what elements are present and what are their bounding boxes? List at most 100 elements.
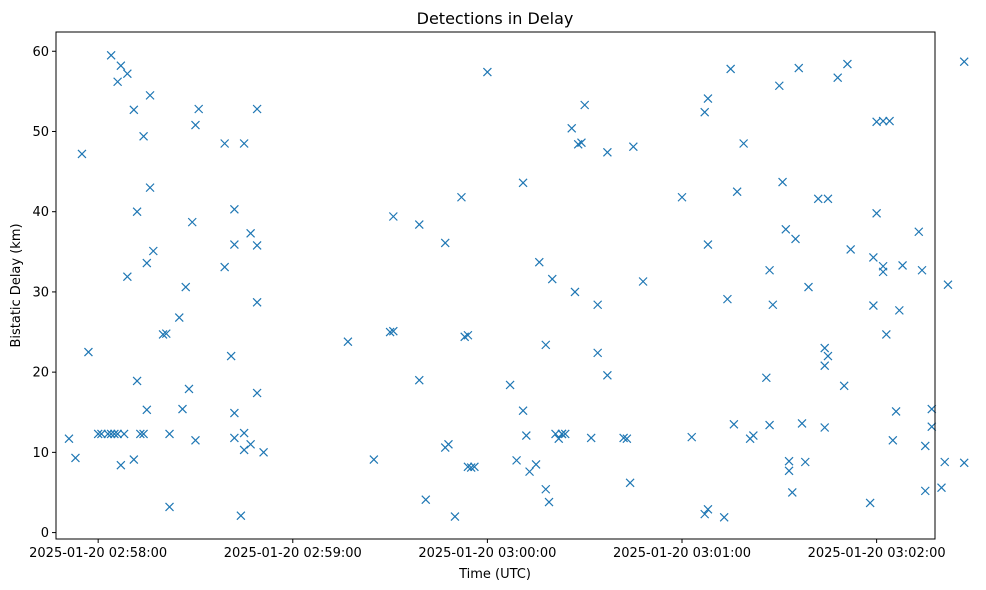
data-point <box>252 388 262 398</box>
data-point <box>220 139 230 148</box>
data-point <box>119 429 129 439</box>
data-point <box>191 435 200 445</box>
data-point <box>226 351 236 361</box>
data-point <box>113 77 123 87</box>
data-point <box>181 282 191 292</box>
data-point <box>187 217 197 227</box>
data-point <box>220 262 230 272</box>
data-point <box>920 486 930 496</box>
data-point <box>748 431 758 440</box>
data-point <box>794 63 804 73</box>
data-point <box>450 512 460 521</box>
data-point <box>732 187 742 197</box>
data-point <box>823 351 833 361</box>
data-point <box>765 265 775 275</box>
y-tick-label: 0 <box>41 526 49 541</box>
x-tick-label: 2025-01-20 03:00:00 <box>418 546 556 561</box>
data-point <box>881 330 891 339</box>
data-point <box>781 224 791 234</box>
data-point <box>839 381 849 391</box>
data-point <box>518 406 528 416</box>
x-tick-label: 2025-01-20 03:01:00 <box>613 546 751 561</box>
data-point <box>229 204 239 214</box>
data-point <box>865 498 875 508</box>
data-point <box>878 261 888 271</box>
data-point <box>784 456 794 466</box>
data-point <box>174 313 184 323</box>
data-point <box>106 429 116 439</box>
data-point <box>239 139 249 148</box>
data-point <box>103 429 113 439</box>
data-point <box>820 343 830 353</box>
data-point <box>139 429 148 439</box>
data-point <box>797 419 807 428</box>
y-tick-label: 30 <box>32 285 49 300</box>
data-point <box>239 445 249 455</box>
data-point <box>440 238 450 248</box>
data-point <box>878 116 888 126</box>
data-point <box>577 138 586 148</box>
data-point <box>628 142 638 152</box>
data-point <box>93 429 103 439</box>
data-point <box>71 453 80 463</box>
data-point <box>557 429 567 439</box>
data-point <box>891 407 901 416</box>
x-tick-label: 2025-01-20 03:02:00 <box>808 546 946 561</box>
data-point <box>677 192 687 202</box>
data-point <box>885 116 895 126</box>
data-point <box>158 330 168 339</box>
y-axis-ticks: 0 10 20 30 40 50 60 <box>32 45 56 541</box>
data-point <box>638 277 648 286</box>
data-point <box>184 384 194 394</box>
data-markers <box>64 50 969 522</box>
data-point <box>729 419 739 429</box>
data-point <box>567 123 577 133</box>
data-point <box>800 457 810 467</box>
data-point <box>846 244 856 254</box>
data-point <box>703 94 713 104</box>
data-point <box>700 509 710 519</box>
y-tick-label: 40 <box>32 205 49 220</box>
y-tick-label: 60 <box>32 45 49 60</box>
data-point <box>872 208 882 218</box>
data-point <box>722 294 732 304</box>
data-point <box>252 104 262 114</box>
data-point <box>466 463 476 473</box>
y-tick-label: 20 <box>32 366 49 381</box>
data-point <box>463 330 473 340</box>
data-point <box>194 104 204 114</box>
data-point <box>469 462 479 472</box>
data-point <box>959 57 969 67</box>
data-point <box>580 100 590 110</box>
data-point <box>161 329 171 339</box>
data-point <box>165 429 174 439</box>
data-point <box>142 405 152 415</box>
data-point <box>768 300 778 310</box>
data-point <box>518 178 528 188</box>
data-point <box>687 432 697 442</box>
data-point <box>554 434 564 444</box>
data-point <box>229 408 239 418</box>
data-point <box>833 73 843 83</box>
data-point <box>84 347 93 357</box>
data-point <box>843 59 852 69</box>
data-point <box>820 423 830 432</box>
data-point <box>531 459 541 469</box>
data-point <box>813 194 823 204</box>
data-point <box>602 147 612 157</box>
data-point <box>145 183 155 193</box>
chart-title: Detections in Delay <box>417 9 574 28</box>
data-point <box>505 380 515 390</box>
x-tick-label: 2025-01-20 02:59:00 <box>224 546 362 561</box>
data-point <box>719 512 729 522</box>
data-point <box>868 252 878 262</box>
data-point <box>191 120 200 130</box>
data-point <box>129 455 139 465</box>
data-point <box>541 484 551 494</box>
data-point <box>544 497 554 507</box>
data-point <box>570 287 580 297</box>
data-point <box>778 177 787 187</box>
data-point <box>959 458 969 468</box>
x-tick-label: 2025-01-20 02:58:00 <box>29 546 167 561</box>
